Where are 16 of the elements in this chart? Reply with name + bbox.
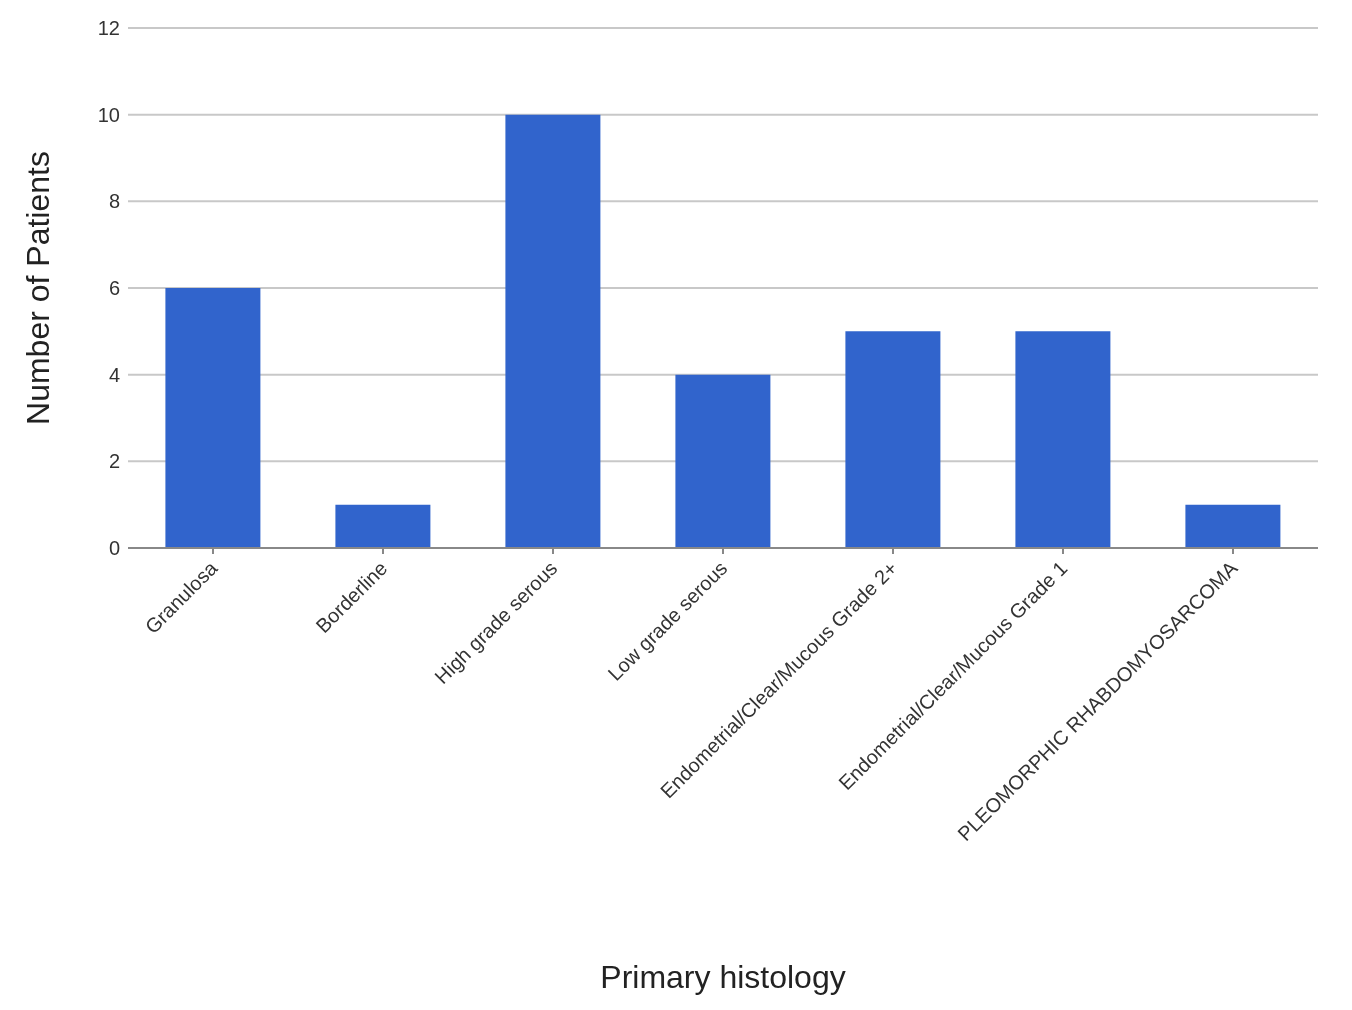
bar xyxy=(1185,504,1281,548)
x-axis-title: Primary histology xyxy=(600,959,846,995)
bar xyxy=(335,504,431,548)
bar xyxy=(675,374,771,548)
y-tick-label: 6 xyxy=(108,277,120,300)
bar xyxy=(1015,331,1111,548)
y-tick-label: 8 xyxy=(108,190,120,213)
y-tick-label: 2 xyxy=(108,450,120,473)
y-tick-label: 12 xyxy=(97,17,120,40)
y-axis-title: Number of Patients xyxy=(20,151,57,425)
bar xyxy=(845,331,941,548)
bar xyxy=(505,114,601,548)
y-tick-label: 4 xyxy=(108,363,120,386)
y-tick-label: 10 xyxy=(97,103,120,126)
y-tick-label: 0 xyxy=(108,537,120,560)
bar xyxy=(165,288,261,548)
